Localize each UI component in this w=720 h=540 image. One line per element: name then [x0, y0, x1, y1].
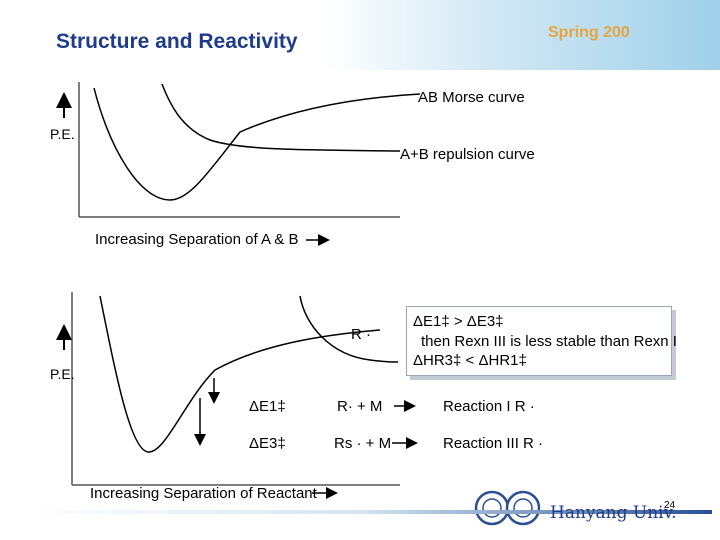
term-label: Spring 200	[548, 24, 630, 41]
reaction-1-label: Reaction I R ·	[443, 398, 535, 415]
callout-line-2: then Rexn III is less stable than Rexn I	[421, 333, 677, 350]
bottom-curve-1	[99, 295, 381, 453]
university-seal-logos	[474, 490, 541, 526]
bottom-curve-2	[299, 295, 399, 363]
footer-line	[12, 510, 712, 514]
bottom-x-axis-label: Increasing Separation of Reactant	[90, 485, 317, 502]
delta-e3-label: ΔE3‡	[249, 435, 286, 452]
repulsion-curve	[93, 87, 421, 201]
top-energy-diagram	[56, 82, 421, 246]
bottom-pe-label: P.E.	[50, 366, 75, 382]
morse-curve	[161, 83, 401, 152]
slide-title: Structure and Reactivity	[56, 30, 298, 53]
header-band	[0, 0, 720, 70]
comparison-callout: ΔE1‡ > ΔE3‡ then Rexn III is less stable…	[406, 306, 677, 376]
callout-line-3: ΔHR3‡ < ΔHR1‡	[413, 352, 527, 369]
university-name: Hanyang Univ.	[550, 503, 677, 523]
morse-curve-label: AB Morse curve	[418, 89, 525, 106]
page-number: 24	[664, 500, 676, 511]
top-x-axis-label: Increasing Separation of A & B	[95, 231, 299, 248]
bottom-energy-diagram	[56, 292, 418, 499]
callout-line-1: ΔE1‡ > ΔE3‡	[413, 313, 504, 330]
products-1-label: R· + M	[337, 398, 383, 415]
delta-e1-label: ΔE1‡	[249, 398, 286, 415]
reaction-3-label: Reaction III R ·	[443, 435, 544, 452]
top-pe-label: P.E.	[50, 126, 75, 142]
radical-label: R ·	[351, 326, 371, 343]
products-3-label: Rs · + M	[334, 435, 392, 452]
repulsion-curve-label: A+B repulsion curve	[400, 146, 535, 163]
